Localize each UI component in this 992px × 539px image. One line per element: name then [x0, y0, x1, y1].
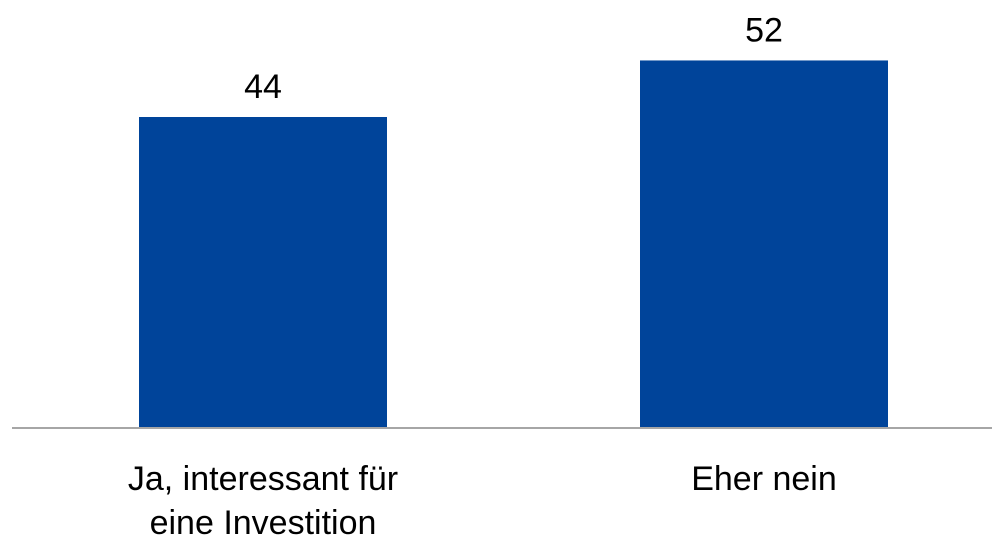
category-label-line: Eher nein [691, 460, 837, 498]
data-label-1: 52 [745, 11, 783, 49]
category-label-1: Eher nein [691, 460, 837, 498]
bar-0 [139, 117, 387, 428]
category-label-0: Ja, interessant für eine Investition [128, 460, 398, 539]
data-label-0: 44 [244, 68, 282, 106]
category-label-line: Ja, interessant für [128, 460, 398, 498]
bar-1 [640, 60, 888, 429]
category-label-line: eine Investition [150, 504, 377, 539]
